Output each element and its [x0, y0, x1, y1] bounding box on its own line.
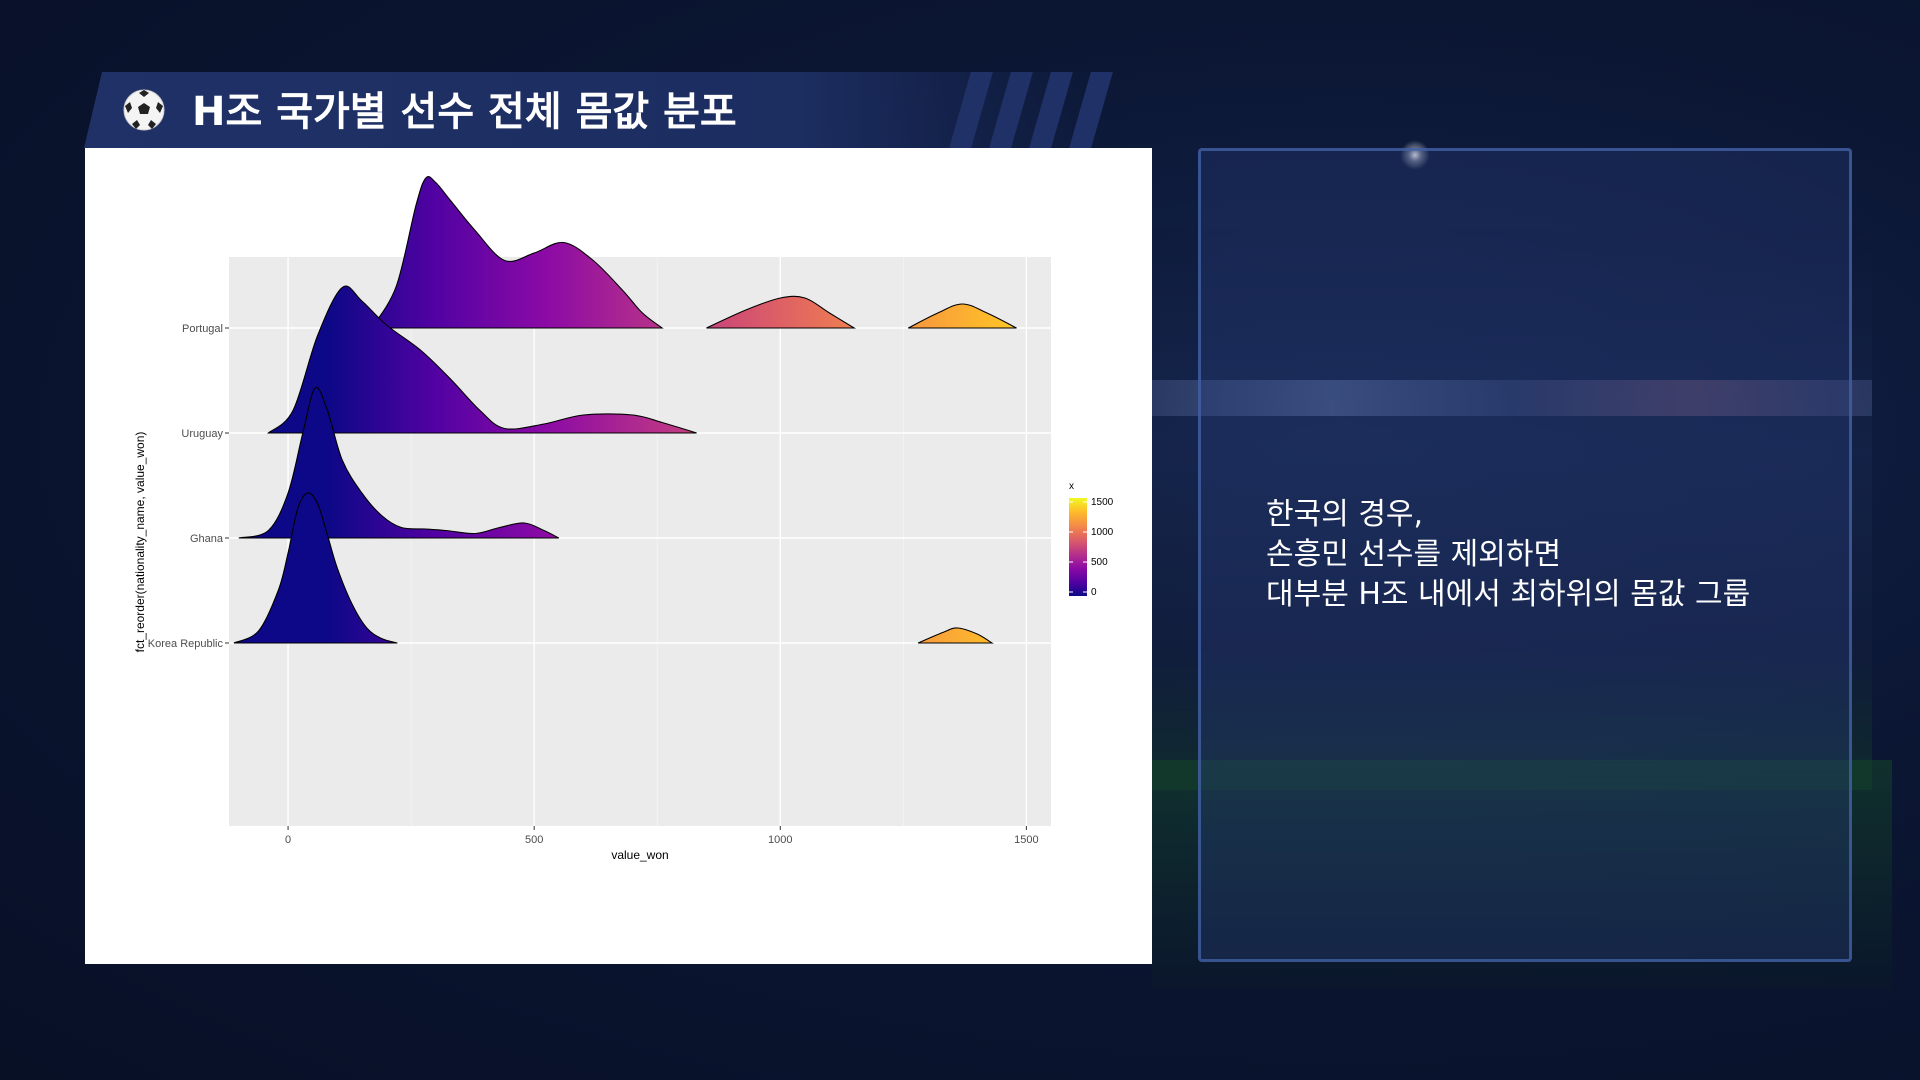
stadium-field	[1152, 760, 1892, 990]
y-tick-label: Korea Republic	[148, 638, 224, 650]
note-line: 손흥민 선수를 제외하면	[1266, 537, 1562, 572]
y-tick-label: Uruguay	[181, 428, 223, 440]
y-axis-title: fct_reorder(nationality_name, value_won)	[133, 432, 147, 653]
x-tick-label: 0	[285, 834, 291, 846]
page-title: H조 국가별 선수 전체 몸값 분포	[192, 89, 737, 135]
ridge-uruguay	[266, 285, 697, 434]
soccer-ball-icon	[123, 89, 165, 131]
note-line: 대부분 H조 내에서 최하위의 몸값 그룹	[1266, 577, 1751, 612]
chart-panel: Korea Republic Ghana Uruguay Portugal 0 500 1…	[85, 148, 1152, 964]
stadium-background	[1152, 230, 1872, 790]
x-tick-label: 1500	[1014, 834, 1038, 846]
ridgeline-chart: Korea Republic Ghana Uruguay Portugal 0 500 1…	[133, 176, 1114, 862]
stadium-banner-strip	[1152, 380, 1872, 416]
x-axis-title: value_won	[611, 848, 668, 862]
ridge-korea-republic	[917, 627, 994, 644]
legend-tick-label: 1000	[1091, 527, 1114, 538]
ridge-korea-republic	[233, 492, 398, 644]
x-tick-label: 1000	[768, 834, 792, 846]
ridge-portugal	[706, 295, 857, 329]
color-legend: x 0 500 1000 1500	[1069, 481, 1114, 598]
legend-colorbar	[1069, 498, 1087, 596]
legend-tick-label: 1500	[1091, 497, 1114, 508]
x-axis: 0 500 1000 1500	[285, 826, 1039, 846]
ridge-portugal	[908, 303, 1017, 329]
legend-tick-label: 500	[1091, 557, 1108, 568]
light-flare	[1400, 140, 1430, 170]
note-panel	[1198, 148, 1852, 962]
y-tick-label: Ghana	[190, 533, 224, 545]
ridge-ghana	[238, 386, 560, 539]
y-axis: Korea Republic Ghana Uruguay Portugal	[148, 323, 229, 650]
ridges	[233, 176, 1017, 644]
note-text: 한국의 경우, 손흥민 선수를 제외하면 대부분 H조 내에서 최하위의 몸값 …	[1266, 495, 1826, 615]
x-tick-label: 500	[525, 834, 543, 846]
legend-tick-label: 0	[1091, 587, 1097, 598]
ridge-portugal	[370, 176, 664, 329]
legend-title: x	[1069, 481, 1074, 492]
note-line: 한국의 경우,	[1266, 497, 1424, 532]
title-banner	[84, 72, 1104, 148]
y-tick-label: Portugal	[182, 323, 223, 335]
